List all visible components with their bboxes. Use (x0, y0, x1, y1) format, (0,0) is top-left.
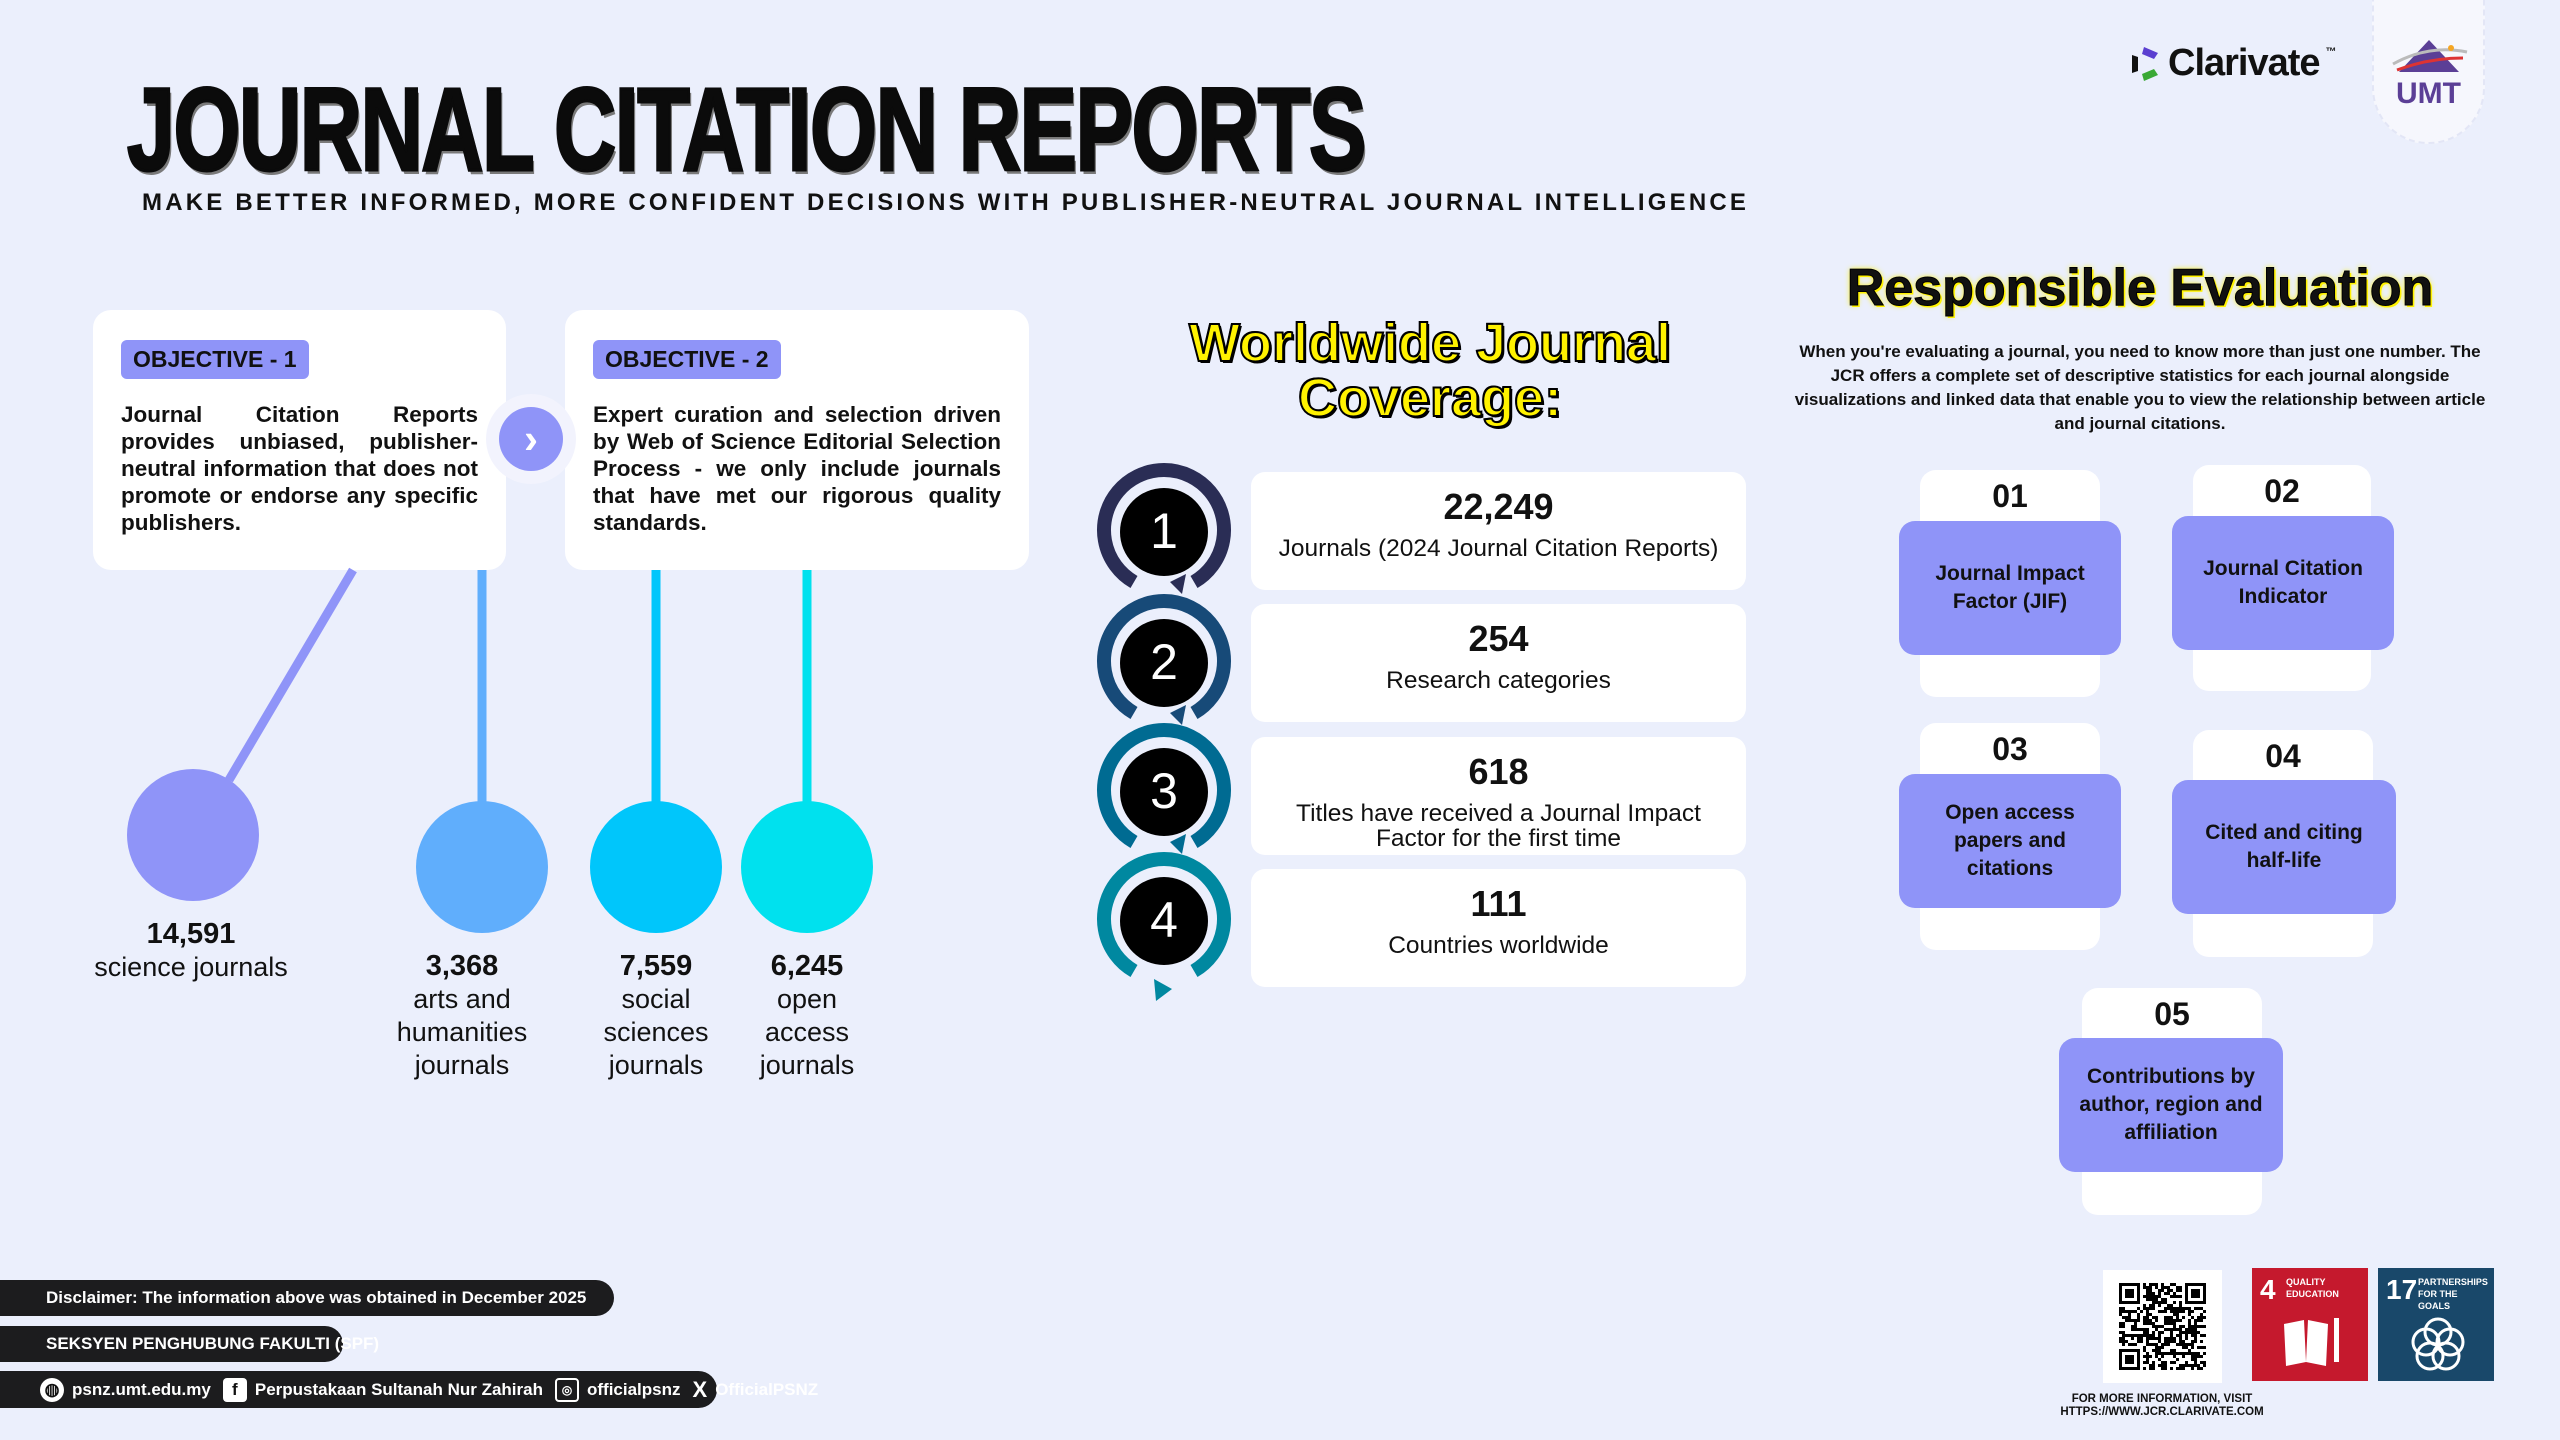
clarivate-mark-icon (2132, 46, 2158, 81)
objective-2-tag: OBJECTIVE - 2 (593, 340, 781, 379)
clarivate-logo: Clarivate ™ (2128, 42, 2337, 85)
tile-number: 05 (2154, 996, 2190, 1032)
connector-lines (225, 567, 812, 810)
tile-03: Open access papers and citations (1899, 774, 2121, 908)
instagram-icon: ◎ (555, 1377, 579, 1402)
count-label: science journals (94, 952, 288, 982)
objective-2-card: OBJECTIVE - 2 Expert curation and select… (565, 310, 1029, 570)
count-value: 6,245 (770, 950, 844, 982)
more-info-url[interactable]: HTTPS://WWW.JCR.CLARIVATE.COM (2060, 1406, 2264, 1418)
tile-05: Contributions by author, region and affi… (2059, 1038, 2283, 1172)
stat-value: 111 (1470, 883, 1527, 924)
umt-logo: UMT (2372, 0, 2485, 144)
instagram-link[interactable]: ◎ officialpsnz (555, 1377, 681, 1402)
tile-04: Cited and citing half-life (2172, 780, 2396, 914)
ring-number: 4 (1150, 892, 1178, 948)
trademark: ™ (2325, 46, 2337, 58)
science-bubble (127, 769, 259, 901)
qr-code-icon (2119, 1283, 2206, 1370)
sdg17-text: PARTNERSHIPS FOR THE GOALS (2418, 1277, 2488, 1311)
flower-rings-icon (2411, 1317, 2465, 1371)
globe-icon: ◍ (40, 1377, 64, 1402)
coverage-title-line2: Coverage: (1297, 367, 1563, 429)
count-value: 7,559 (619, 950, 693, 982)
stat-card-1: 22,249 Journals (2024 Journal Citation Re… (1251, 472, 1746, 590)
sdg17-badge: 17 PARTNERSHIPS FOR THE GOALS (2378, 1268, 2494, 1381)
page-subtitle: MAKE BETTER INFORMED, MORE CONFIDENT DEC… (142, 189, 1750, 216)
stat-label: Research categories (1386, 667, 1611, 694)
objective-1-tag: OBJECTIVE - 1 (121, 340, 309, 379)
number-ring-1: 1 (1094, 462, 1234, 602)
more-info-line1: FOR MORE INFORMATION, VISIT (2071, 1393, 2253, 1405)
qr-code[interactable] (2103, 1270, 2222, 1383)
science-count: 14,591 science journals (81, 918, 301, 984)
number-ring-4: 4 (1094, 851, 1234, 1001)
coverage-title-line1: Worldwide Journal (1188, 312, 1672, 374)
stat-label: Countries worldwide (1388, 932, 1609, 959)
ring-number: 1 (1150, 503, 1178, 559)
social-text: psnz.umt.edu.my (72, 1379, 211, 1399)
tile-number: 02 (2264, 473, 2300, 509)
tile-number: 04 (2265, 738, 2301, 774)
responsible-text: When you're evaluating a journal, you ne… (1794, 342, 2486, 433)
stat-card-3: 618 Titles have received a Journal Impact… (1251, 737, 1746, 855)
x-icon: X (692, 1376, 708, 1402)
page-title: JOURNAL CITATION REPORTS (126, 63, 1368, 198)
stat-label: Titles have received a Journal Impact Fa… (1296, 800, 1701, 852)
facebook-icon: f (222, 1377, 247, 1402)
stat-value: 618 (1468, 751, 1529, 792)
x-link[interactable]: X OfficialPSNZ (693, 1377, 819, 1403)
count-value: 3,368 (425, 950, 499, 982)
clarivate-wordmark: Clarivate (2168, 42, 2321, 84)
tile-02: Journal Citation Indicator (2172, 516, 2394, 650)
stat-label: Journals (2024 Journal Citation Reports) (1278, 535, 1719, 562)
sdg4-text: QUALITY EDUCATION (2286, 1277, 2339, 1299)
objective-1-text: Journal Citation Reports provides unbias… (121, 402, 478, 535)
facebook-link[interactable]: f Perpustakaan Sultanah Nur Zahirah (222, 1377, 543, 1402)
oa-bubble (741, 801, 873, 933)
responsible-title: Responsible Evaluation (1846, 259, 2434, 318)
umt-wordmark: UMT (2396, 77, 2461, 110)
social-text: OfficialPSNZ (715, 1379, 819, 1399)
book-icon (2284, 1318, 2339, 1366)
objective-2-text: Expert curation and selection driven by … (593, 402, 1001, 535)
social-pill: ◍ psnz.umt.edu.my f Perpustakaan Sultanah … (0, 1371, 818, 1408)
count-label: arts and humanities journals (396, 984, 528, 1080)
connector-science (225, 567, 357, 783)
section-pill: SEKSYEN PENGHUBUNG FAKULTI (SPF) (0, 1326, 379, 1362)
social-count: 7,559 social sciences journals (591, 950, 721, 1082)
stat-card-2: 254 Research categories (1251, 604, 1746, 722)
social-bubble (590, 801, 722, 933)
arts-bubble (416, 801, 548, 933)
objective-1-card: OBJECTIVE - 1 Journal Citation Reports p… (93, 310, 506, 570)
stat-value: 22,249 (1443, 486, 1554, 527)
umt-emblem-icon (2391, 40, 2467, 72)
tile-number: 01 (1992, 478, 2028, 514)
next-arrow-icon: › (486, 394, 576, 484)
social-text: Perpustakaan Sultanah Nur Zahirah (254, 1379, 543, 1399)
sdg4-badge: 4 QUALITY EDUCATION (2252, 1268, 2368, 1381)
number-ring-2: 2 (1094, 593, 1234, 733)
stat-card-4: 111 Countries worldwide (1251, 869, 1746, 987)
oa-count: 6,245 open access journals (747, 950, 867, 1082)
count-label: open access journals (759, 984, 855, 1080)
disclaimer-pill: Disclaimer: The information above was ob… (0, 1280, 614, 1316)
tile-01: Journal Impact Factor (JIF) (1899, 521, 2121, 655)
website-link[interactable]: ◍ psnz.umt.edu.my (40, 1377, 211, 1402)
count-value: 14,591 (146, 918, 236, 950)
tile-number: 03 (1992, 731, 2028, 767)
sdg4-number: 4 (2260, 1274, 2276, 1305)
count-label: social sciences journals (603, 984, 709, 1080)
ring-number: 2 (1150, 634, 1178, 690)
stat-value: 254 (1468, 618, 1529, 659)
more-info: FOR MORE INFORMATION, VISIT HTTPS://WWW.… (2040, 1393, 2284, 1419)
ring-number: 3 (1150, 763, 1178, 819)
social-text: officialpsnz (587, 1379, 681, 1399)
sdg17-number: 17 (2386, 1274, 2418, 1305)
number-ring-3: 3 (1094, 722, 1234, 862)
arts-count: 3,368 arts and humanities journals (372, 950, 552, 1082)
